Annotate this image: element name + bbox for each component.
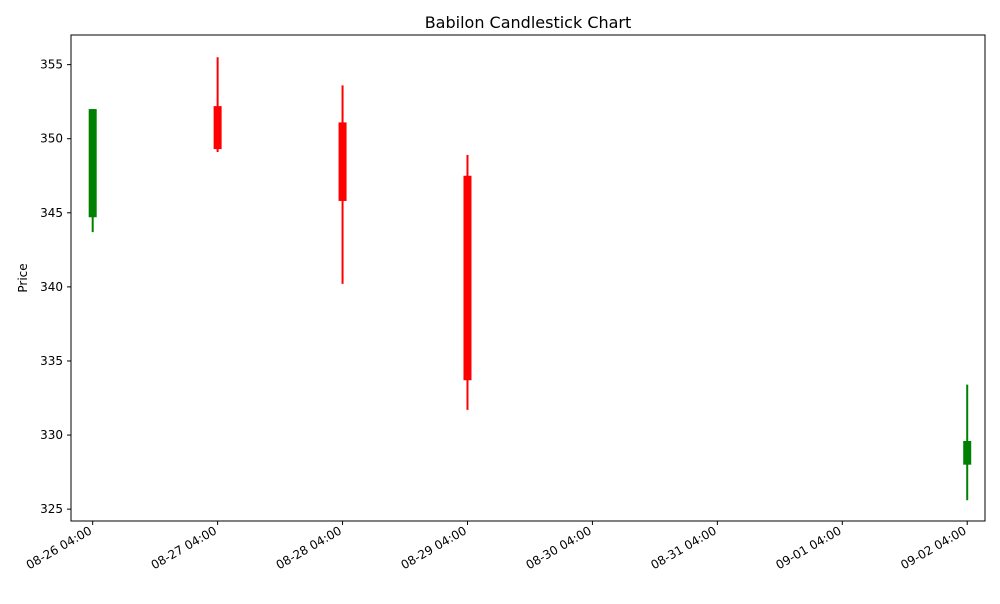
candle-body [963, 440, 972, 465]
x-tick-label: 09-01 04:00 [773, 523, 843, 572]
x-tick-label: 08-31 04:00 [648, 523, 718, 572]
candle-body [88, 109, 97, 218]
x-tick-label: 08-28 04:00 [274, 523, 344, 572]
y-tick-label: 330 [40, 428, 63, 442]
candle [963, 384, 972, 501]
candle-body [463, 175, 472, 381]
y-tick-label: 335 [40, 354, 63, 368]
x-axis-ticks: 08-26 04:00 08-27 04:00 08-28 04:00 08-29 0… [24, 521, 969, 572]
x-tick-label: 08-26 04:00 [24, 523, 94, 572]
x-tick-label: 08-29 04:00 [399, 523, 469, 572]
y-axis-label: Price [16, 263, 30, 292]
y-tick-label: 340 [40, 280, 63, 294]
candle [338, 85, 347, 284]
y-tick-label: 350 [40, 132, 63, 146]
candle-body [338, 122, 347, 201]
chart-title: Babilon Candlestick Chart [425, 13, 632, 32]
y-tick-label: 345 [40, 206, 63, 220]
y-tick-label: 355 [40, 58, 63, 72]
candle-body [213, 106, 222, 150]
x-tick-label: 08-27 04:00 [149, 523, 219, 572]
candle [463, 155, 472, 410]
x-tick-label: 08-30 04:00 [523, 523, 593, 572]
candle [213, 57, 222, 153]
candle [88, 109, 97, 233]
y-tick-label: 325 [40, 502, 63, 516]
x-tick-label: 09-02 04:00 [898, 523, 968, 572]
candles-layer [88, 57, 972, 501]
plot-frame [70, 34, 986, 522]
y-axis-ticks: 325 330 335 340 345 350 355 [40, 58, 71, 516]
